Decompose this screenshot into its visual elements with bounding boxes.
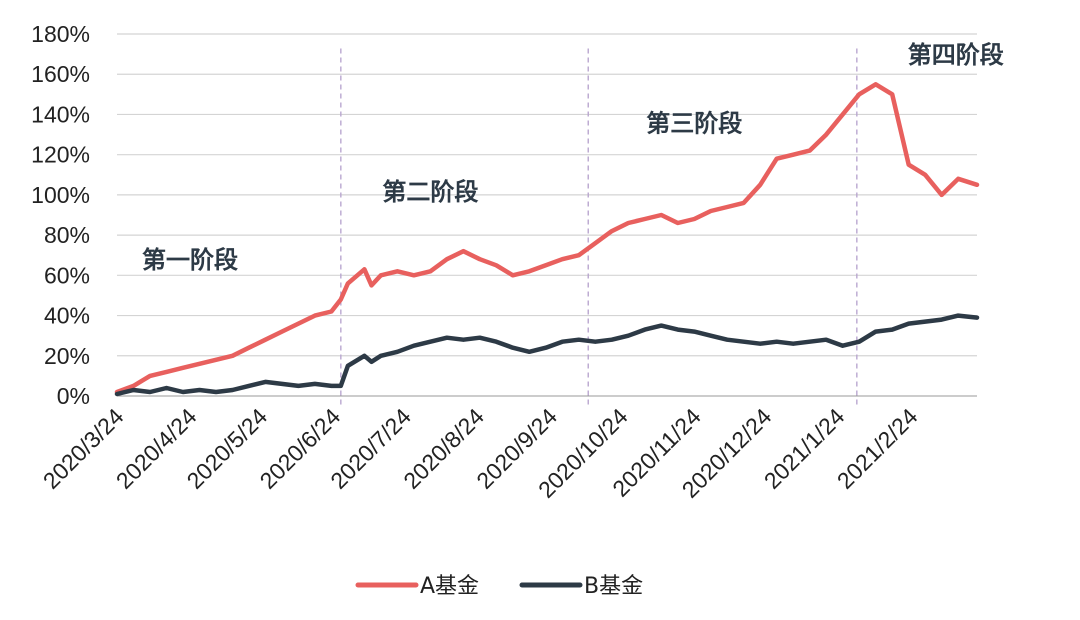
stage-label: 第一阶段 [142,246,238,274]
y-tick-label: 160% [31,61,90,87]
y-tick-label: 40% [44,303,90,329]
x-tick-label: 2021/2/24 [832,403,923,494]
y-axis-ticks: 0% 20% 40% 60% 80% 100% 120% 140% 160% 180% [31,21,90,409]
stage-label: 第三阶段 [646,109,742,137]
y-tick-label: 140% [31,101,90,127]
y-tick-label: 180% [31,21,90,47]
stage-label: 第二阶段 [382,178,478,206]
stage-labels: 第一阶段 第二阶段 第三阶段 第四阶段 [142,41,1004,274]
stage-label: 第四阶段 [908,41,1004,69]
y-tick-label: 0% [57,383,90,409]
y-tick-label: 20% [44,343,90,369]
y-tick-label: 60% [44,262,90,288]
series-line [114,82,980,395]
y-tick-label: 80% [44,222,90,248]
y-tick-label: 120% [31,142,90,168]
x-axis-ticks: 2020/3/242020/4/242020/5/242020/6/242020… [38,403,923,503]
legend-label: B基金 [584,574,643,599]
stage-dividers [340,48,858,408]
gridlines [117,33,977,357]
y-tick-label: 100% [31,182,90,208]
legend: A基金 B基金 [355,574,643,599]
series-layer [114,82,980,397]
series-line [114,313,980,397]
legend-label: A基金 [420,574,479,599]
